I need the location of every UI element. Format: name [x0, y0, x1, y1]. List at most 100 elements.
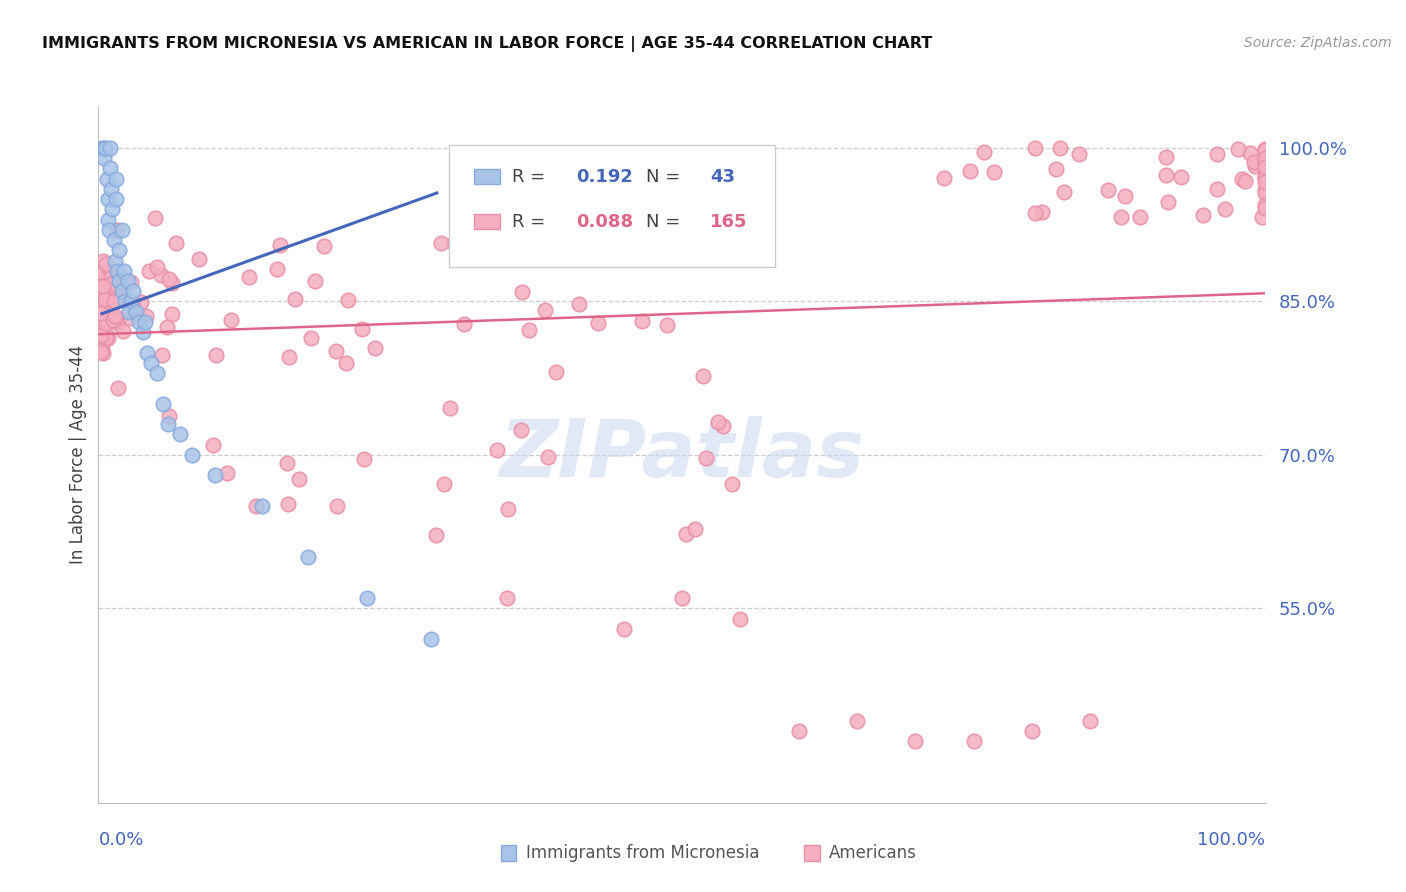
Point — [118, 310, 141, 325]
Point — [93, 141, 115, 155]
Point — [534, 303, 557, 318]
Point — [973, 145, 995, 160]
Point — [160, 308, 183, 322]
Point — [238, 269, 260, 284]
Point — [117, 274, 139, 288]
Point — [215, 466, 238, 480]
Point — [1239, 146, 1261, 161]
Point — [111, 324, 134, 338]
Point — [125, 306, 148, 320]
Text: 0.0%: 0.0% — [98, 830, 143, 848]
Point — [120, 275, 142, 289]
Point — [1254, 143, 1277, 157]
Point — [157, 272, 180, 286]
Point — [114, 294, 136, 309]
Point — [98, 263, 121, 277]
Text: 0.192: 0.192 — [575, 168, 633, 186]
Point — [510, 285, 533, 300]
Point — [675, 526, 697, 541]
Point — [97, 330, 120, 344]
Y-axis label: In Labor Force | Age 35-44: In Labor Force | Age 35-44 — [69, 345, 87, 565]
Point — [1230, 171, 1253, 186]
Point — [314, 239, 336, 253]
Point — [157, 417, 180, 432]
Point — [91, 279, 114, 293]
Point — [1254, 175, 1277, 189]
Point — [269, 237, 291, 252]
Point — [1254, 158, 1277, 172]
Text: Source: ZipAtlas.com: Source: ZipAtlas.com — [1244, 36, 1392, 50]
Point — [496, 502, 519, 516]
Point — [156, 319, 179, 334]
Point — [245, 499, 267, 513]
Point — [93, 151, 115, 165]
Point — [1031, 205, 1053, 219]
Point — [107, 274, 129, 288]
Text: ZIPatlas: ZIPatlas — [499, 416, 865, 494]
Point — [420, 632, 443, 646]
Point — [1157, 194, 1180, 209]
Point — [567, 296, 589, 310]
Point — [546, 365, 568, 379]
Point — [787, 724, 810, 739]
Point — [1254, 151, 1277, 165]
Point — [105, 223, 128, 237]
Point — [125, 304, 148, 318]
Point — [335, 356, 357, 370]
Point — [122, 299, 145, 313]
Point — [553, 235, 575, 249]
Point — [1067, 147, 1090, 161]
Point — [157, 409, 180, 424]
Point — [90, 141, 112, 155]
Point — [932, 170, 955, 185]
Point — [1205, 182, 1227, 196]
Point — [631, 314, 654, 328]
Text: R =: R = — [512, 213, 551, 231]
Point — [276, 456, 298, 470]
Point — [1206, 147, 1229, 161]
Point — [96, 171, 118, 186]
Point — [97, 301, 120, 316]
Point — [105, 264, 128, 278]
Point — [1170, 169, 1192, 184]
Point — [713, 418, 735, 433]
Point — [90, 290, 112, 304]
Point — [983, 165, 1005, 179]
Point — [337, 293, 360, 308]
Point — [1254, 170, 1277, 185]
Point — [1251, 210, 1274, 224]
Bar — [501, 846, 516, 861]
Point — [1109, 210, 1132, 224]
Point — [180, 448, 202, 462]
Bar — [474, 214, 501, 229]
Point — [187, 252, 209, 266]
Point — [104, 192, 127, 206]
Point — [846, 714, 869, 728]
Point — [120, 294, 142, 309]
Point — [149, 268, 172, 282]
Point — [657, 318, 679, 333]
Point — [287, 472, 309, 486]
Point — [104, 309, 127, 323]
Point — [1254, 169, 1277, 183]
Point — [1049, 141, 1071, 155]
Point — [97, 192, 120, 206]
Point — [128, 315, 150, 329]
Point — [165, 235, 187, 250]
Point — [150, 348, 173, 362]
Point — [527, 222, 550, 236]
Point — [160, 277, 183, 291]
Text: Americans: Americans — [830, 844, 917, 862]
Point — [1243, 160, 1265, 174]
Point — [97, 223, 120, 237]
Point — [720, 477, 742, 491]
Point — [510, 423, 533, 437]
Text: 100.0%: 100.0% — [1198, 830, 1265, 848]
Point — [671, 591, 693, 606]
Point — [325, 343, 347, 358]
Point — [122, 284, 145, 298]
Point — [93, 318, 115, 333]
Point — [90, 343, 112, 357]
Point — [430, 235, 453, 250]
Point — [134, 315, 156, 329]
